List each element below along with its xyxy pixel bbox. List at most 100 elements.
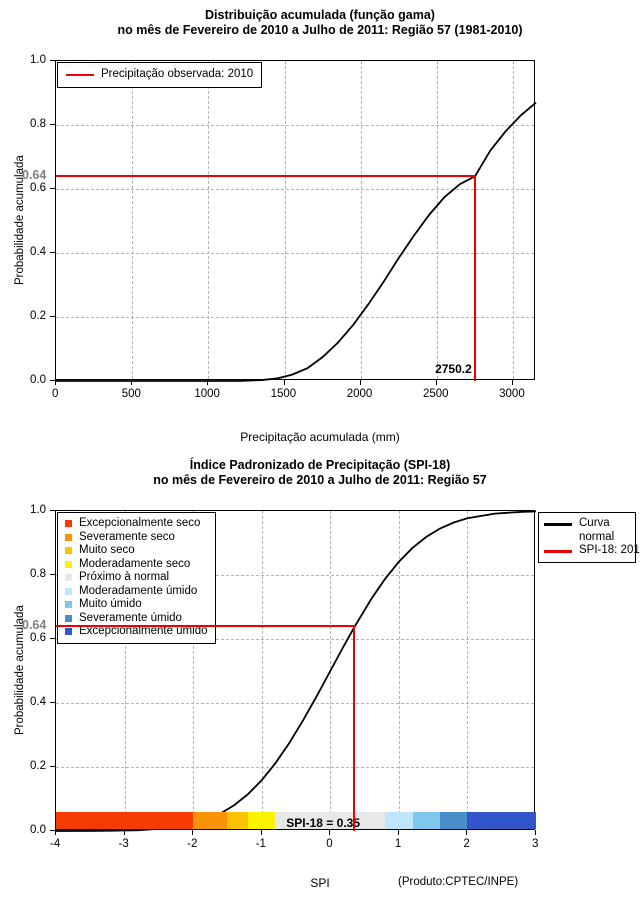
legend-item-label: Próximo à normal [79, 571, 170, 583]
gridline-vertical [467, 511, 469, 829]
gridline-vertical [132, 61, 134, 379]
y-tick [50, 766, 55, 767]
legend-color-swatch [65, 560, 72, 568]
x-tick-label: 1000 [194, 388, 220, 400]
chart2-subtitle: no mês de Fevereiro de 2010 a Julho de 2… [153, 473, 487, 487]
x-tick [466, 830, 468, 835]
y-tick-label: 0.4 [30, 246, 46, 258]
legend-color-swatch [65, 587, 72, 595]
gridline-horizontal [56, 317, 534, 318]
x-tick-label: 1 [394, 838, 402, 850]
legend-item-spi-category[interactable]: Severamente úmido [65, 612, 208, 626]
gridline-horizontal [56, 575, 534, 576]
gridline-vertical [208, 61, 210, 379]
gridline-horizontal [56, 125, 534, 126]
chart2-title: Índice Padronizado de Precipitação (SPI-… [189, 458, 451, 472]
chart1-x-axis-label: Precipitação acumulada (mm) [240, 430, 400, 444]
y-tick-label: 0.4 [30, 696, 46, 708]
legend-line-swatch [544, 523, 572, 526]
marker-horizontal-line [56, 625, 355, 628]
legend-line-swatch [544, 550, 572, 553]
legend-item-spi-category[interactable]: Excepcionalmente úmido [65, 625, 208, 639]
legend-item-curve[interactable]: SPI-18: 2010 [544, 544, 640, 558]
spi-normal-chart: Índice Padronizado de Precipitação (SPI-… [0, 450, 640, 900]
x-tick-label: 500 [121, 388, 141, 400]
x-tick [359, 380, 361, 385]
chart2-line-legend: Curva normal SPI-18: 2010 [538, 512, 640, 563]
x-tick [283, 380, 285, 385]
y-tick-label: 0.8 [30, 568, 46, 580]
x-tick-label: -3 [118, 838, 129, 850]
legend-item-spi-category[interactable]: Muito seco [65, 544, 208, 558]
y-tick-label: 0.2 [30, 310, 46, 322]
legend-item-spi-category[interactable]: Moderadamente seco [65, 558, 208, 572]
chart2-highlight-y-value: 0.64 [22, 618, 47, 633]
y-tick [50, 702, 55, 703]
legend-item-label: Severamente úmido [79, 611, 182, 624]
colorbar-segment [193, 812, 228, 829]
y-tick-label: 1.0 [30, 54, 46, 66]
x-tick-label: 2 [463, 838, 470, 850]
x-tick [260, 830, 262, 835]
legend-item-label: SPI-18: 2010 [579, 544, 640, 556]
gridline-vertical [436, 61, 438, 379]
gridline-vertical [398, 511, 400, 829]
y-tick [50, 188, 55, 189]
gridline-vertical [513, 61, 515, 379]
legend-item-spi-category[interactable]: Severamente seco [65, 531, 208, 545]
x-tick-label: 3 [532, 838, 539, 850]
x-tick-label: 0 [326, 838, 333, 850]
legend-item-label: Curva normal [579, 517, 615, 543]
footer-credit: (Produto:CPTEC/INPE) [398, 876, 519, 888]
marker-horizontal-line [56, 175, 476, 178]
legend-item-label: Muito úmido [79, 598, 142, 610]
y-tick [50, 60, 55, 61]
legend-item-label: Muito seco [79, 544, 135, 556]
y-tick-label: 1.0 [30, 504, 46, 516]
x-tick-label: 3000 [499, 388, 525, 400]
gridline-horizontal [56, 189, 534, 190]
legend-line-swatch [66, 73, 94, 76]
legend-color-swatch [65, 533, 72, 541]
chart2-plot-area: SPI-18 = 0.35 [55, 510, 537, 832]
legend-item-observed-precip[interactable]: Precipitação observada: 2010 [66, 68, 253, 82]
chart2-title-block: Índice Padronizado de Precipitação (SPI-… [0, 458, 640, 488]
y-tick-label: 0.8 [30, 118, 46, 130]
marker-vertical-line [474, 176, 477, 381]
legend-item-spi-category[interactable]: Moderadamente úmido [65, 585, 208, 599]
gridline-vertical [360, 61, 362, 379]
y-tick-label: 0.0 [30, 824, 46, 836]
legend-item-label: Moderadamente úmido [79, 584, 198, 597]
x-tick-label: 2000 [346, 388, 373, 400]
gridline-horizontal [56, 703, 534, 704]
cumulative-gamma-chart: Distribuição acumulada (função gama) no … [14, 8, 537, 444]
x-tick [123, 830, 125, 835]
y-tick [50, 252, 55, 253]
chart1-title: Distribuição acumulada (função gama) [205, 8, 435, 22]
marker-vertical-line [353, 626, 356, 831]
y-tick [50, 830, 55, 831]
legend-color-swatch [65, 547, 72, 555]
y-tick-label: 0.0 [30, 374, 46, 386]
colorbar-segment [247, 812, 276, 829]
x-tick [397, 830, 399, 835]
x-tick [207, 380, 209, 385]
chart1-highlight-y-value: 0.64 [22, 168, 47, 183]
colorbar-segment [275, 812, 386, 829]
legend-item-spi-category[interactable]: Muito úmido [65, 598, 208, 612]
legend-item-label: Moderadamente seco [79, 557, 191, 570]
legend-item-curve[interactable]: Curva normal [544, 517, 630, 544]
x-tick [329, 830, 331, 835]
chart2-category-legend: Excepcionalmente seco Severamente seco Mui… [57, 512, 216, 644]
y-tick-label: 0.6 [30, 632, 46, 644]
y-tick [50, 380, 55, 381]
x-tick [192, 830, 194, 835]
x-tick [512, 380, 514, 385]
legend-color-swatch [65, 574, 72, 582]
spi-colorbar [56, 812, 536, 829]
gridline-vertical [193, 511, 195, 829]
chart2-x-axis-label: SPI [310, 876, 330, 890]
legend-item-spi-category[interactable]: Excepcionalmente seco [65, 517, 208, 531]
gridline-vertical [261, 511, 263, 829]
legend-item-spi-category[interactable]: Próximo à normal [65, 571, 208, 585]
